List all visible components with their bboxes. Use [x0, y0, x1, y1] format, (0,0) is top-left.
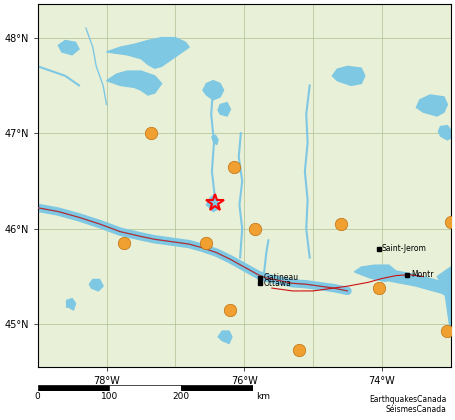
Point — [230, 163, 238, 170]
Point — [337, 220, 344, 227]
Polygon shape — [207, 195, 218, 212]
Point — [148, 130, 155, 136]
Point — [203, 240, 210, 247]
Polygon shape — [106, 71, 162, 95]
Polygon shape — [218, 102, 231, 116]
Text: 100: 100 — [101, 392, 118, 401]
Point — [447, 219, 455, 226]
Polygon shape — [203, 81, 223, 100]
Polygon shape — [106, 38, 189, 68]
Polygon shape — [58, 40, 79, 55]
Polygon shape — [354, 265, 396, 281]
Polygon shape — [437, 267, 451, 334]
Text: Ottawa: Ottawa — [263, 279, 291, 288]
Point — [120, 240, 127, 247]
Point — [227, 307, 234, 313]
Text: 0: 0 — [35, 392, 40, 401]
Text: 200: 200 — [172, 392, 189, 401]
Polygon shape — [89, 279, 103, 291]
Polygon shape — [416, 95, 447, 116]
Text: Saint-Jerom: Saint-Jerom — [382, 244, 427, 253]
Bar — [181, 386, 253, 391]
Text: Gatineau: Gatineau — [263, 273, 298, 282]
Point — [296, 347, 303, 354]
Point — [251, 226, 258, 232]
Polygon shape — [212, 135, 218, 144]
Polygon shape — [439, 126, 451, 140]
Text: EarthquakesCanada
SéismesCanada: EarthquakesCanada SéismesCanada — [369, 395, 446, 414]
Polygon shape — [333, 66, 365, 85]
Bar — [38, 386, 109, 391]
Text: Montr: Montr — [411, 270, 434, 279]
Polygon shape — [218, 331, 232, 344]
Polygon shape — [66, 299, 76, 310]
Bar — [109, 386, 181, 391]
Text: km: km — [256, 392, 270, 401]
Point — [375, 285, 382, 291]
Point — [444, 328, 451, 334]
